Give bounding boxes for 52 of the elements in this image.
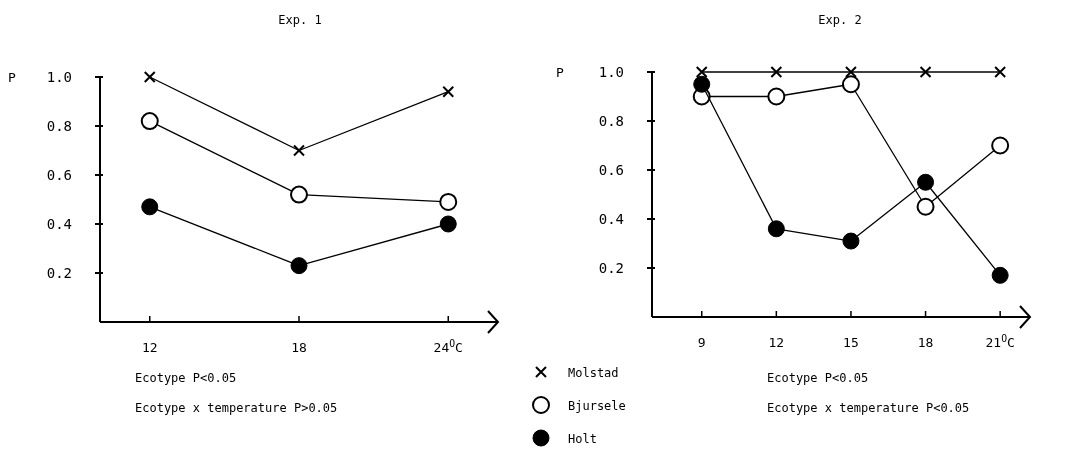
y-tick-label: 0.4 [46, 216, 72, 232]
legend-label: Molstad [568, 366, 619, 380]
legend-label: Bjursele [568, 399, 626, 413]
x-tick-label: 24$^{O}$C [433, 337, 463, 355]
text: Ecotype P<0.05 [767, 371, 869, 385]
point [917, 173, 935, 191]
chart-title: Exp. 2 [818, 13, 862, 27]
point [442, 85, 455, 98]
point [141, 198, 159, 216]
point [844, 66, 857, 78]
y-tick-label: 0.4 [598, 211, 624, 227]
y-tick-label: 0.6 [46, 167, 72, 183]
y-tick-label: 1.0 [598, 64, 624, 80]
point [991, 136, 1010, 155]
point [991, 266, 1009, 284]
point [841, 75, 860, 94]
point [290, 185, 308, 204]
point [770, 66, 783, 78]
y-tick-label: 0.8 [598, 113, 624, 129]
y-tick-label: 0.8 [46, 118, 72, 134]
point [695, 66, 708, 78]
text: Ecotype x temperature P>0.05 [135, 401, 338, 415]
x-tick-label: 12 [141, 340, 158, 355]
point [919, 66, 932, 78]
point [290, 257, 308, 275]
x-tick-label: 18 [917, 335, 934, 350]
point [842, 232, 860, 250]
x-tick-label: 12 [768, 335, 785, 350]
y-tick-label: 0.2 [46, 265, 72, 281]
chart-title: Exp. 1 [278, 13, 322, 27]
point [439, 192, 458, 211]
y-tick-label: 0.6 [598, 162, 624, 178]
point [143, 71, 156, 83]
y-axis-title: P [556, 65, 564, 80]
text: Ecotype P<0.05 [135, 371, 237, 385]
y-tick-label: 0.2 [598, 260, 624, 276]
text: Ecotype x temperature P<0.05 [767, 401, 970, 415]
x-tick-label: 9 [697, 335, 706, 350]
y-axis-title: P [8, 70, 16, 85]
point [693, 75, 711, 93]
y-tick-label: 1.0 [46, 69, 72, 85]
point [994, 66, 1007, 78]
point [916, 197, 935, 216]
point [767, 220, 785, 238]
x-tick-label: 21$^{O}$C [985, 332, 1015, 350]
point [767, 87, 786, 106]
x-tick-label: 18 [291, 340, 307, 355]
x-tick-label: 15 [843, 335, 859, 350]
point [439, 215, 457, 233]
point [293, 144, 305, 157]
point [140, 112, 159, 131]
legend-label: Holt [568, 432, 597, 446]
